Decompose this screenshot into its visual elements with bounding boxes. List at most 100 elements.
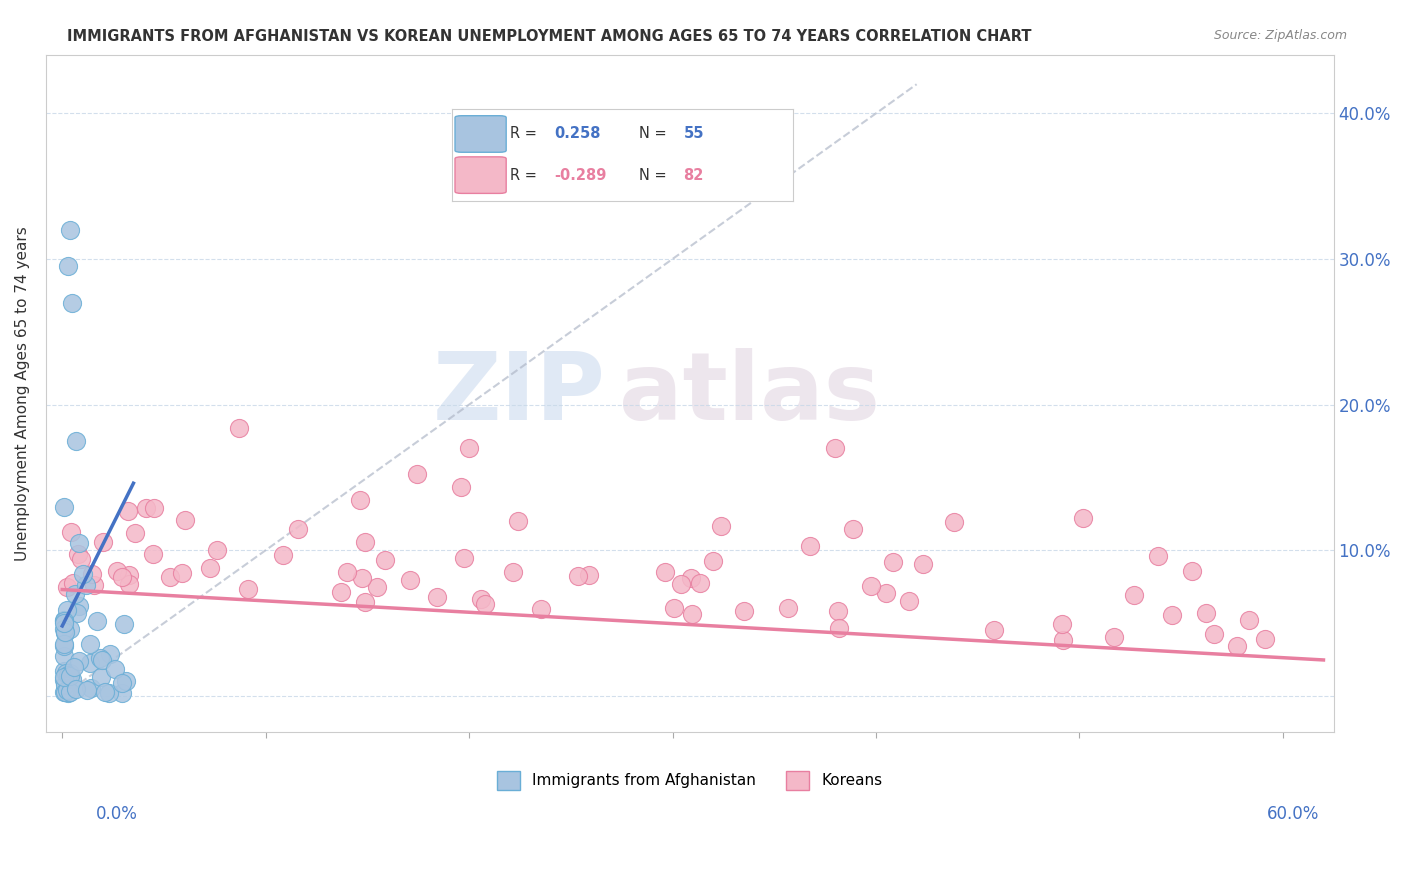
Point <box>67 536 90 550</box>
Point <box>56 668 79 682</box>
Point <box>65 434 87 448</box>
Point <box>91 652 114 666</box>
Point <box>83 578 105 592</box>
Point <box>453 551 475 566</box>
Point <box>59 669 82 683</box>
Point <box>827 604 849 618</box>
Point <box>79 637 101 651</box>
Point <box>287 523 309 537</box>
Point <box>1102 630 1125 644</box>
Point <box>366 580 388 594</box>
Point <box>567 569 589 583</box>
Point <box>63 587 86 601</box>
Point <box>799 539 821 553</box>
Point <box>110 675 132 690</box>
Point <box>681 607 703 621</box>
Point <box>1123 588 1146 602</box>
Point <box>374 553 396 567</box>
Point <box>1052 633 1074 648</box>
Point <box>53 673 76 687</box>
Point <box>124 525 146 540</box>
Point <box>983 623 1005 637</box>
Point <box>53 670 76 684</box>
Point <box>860 579 883 593</box>
Point <box>170 566 193 580</box>
Point <box>59 622 82 636</box>
Point <box>53 615 76 630</box>
Point <box>236 582 259 596</box>
Point <box>842 522 865 536</box>
Point <box>53 500 76 514</box>
Point <box>117 504 139 518</box>
Point <box>53 625 76 640</box>
Point <box>53 637 76 651</box>
Point <box>1202 627 1225 641</box>
Point <box>174 513 197 527</box>
Point <box>664 601 686 615</box>
Point <box>76 683 98 698</box>
Point <box>53 664 76 678</box>
Point <box>198 561 221 575</box>
Point <box>60 672 83 686</box>
Point <box>330 585 353 599</box>
Text: 0.0%: 0.0% <box>96 805 138 822</box>
Point <box>63 660 86 674</box>
Point <box>67 599 90 613</box>
Point <box>470 592 492 607</box>
Point <box>702 554 724 568</box>
Point <box>66 607 89 621</box>
Point <box>143 501 166 516</box>
Point <box>135 501 157 516</box>
Point <box>53 614 76 628</box>
Point <box>67 654 90 668</box>
Point <box>53 685 76 699</box>
Y-axis label: Unemployment Among Ages 65 to 74 years: Unemployment Among Ages 65 to 74 years <box>15 227 30 561</box>
Point <box>942 516 965 530</box>
Point <box>679 570 702 584</box>
Point <box>56 603 79 617</box>
Point <box>1160 607 1182 622</box>
Point <box>105 565 128 579</box>
Point <box>669 576 692 591</box>
Point <box>349 492 371 507</box>
Point <box>1254 632 1277 647</box>
Point <box>354 595 377 609</box>
Point <box>578 568 600 582</box>
Point <box>828 621 851 635</box>
Point <box>53 648 76 663</box>
Point <box>710 519 733 533</box>
Point <box>882 555 904 569</box>
Point <box>142 547 165 561</box>
Point <box>91 534 114 549</box>
Point <box>912 557 935 571</box>
Point <box>53 622 76 636</box>
Point <box>354 535 377 549</box>
Point <box>80 681 103 695</box>
Point <box>112 617 135 632</box>
Point <box>1195 607 1218 621</box>
Point <box>59 524 82 539</box>
Point <box>1237 613 1260 627</box>
Point <box>776 600 799 615</box>
Point <box>506 515 529 529</box>
Point <box>118 567 141 582</box>
Point <box>207 542 229 557</box>
Point <box>69 551 91 566</box>
Point <box>97 686 120 700</box>
Point <box>65 682 87 697</box>
Point <box>1050 617 1073 632</box>
Point <box>159 570 181 584</box>
Point <box>118 576 141 591</box>
Point <box>502 565 524 579</box>
Point <box>1147 549 1170 564</box>
Point <box>56 682 79 697</box>
Legend: Immigrants from Afghanistan, Koreans: Immigrants from Afghanistan, Koreans <box>491 764 889 796</box>
Text: IMMIGRANTS FROM AFGHANISTAN VS KOREAN UNEMPLOYMENT AMONG AGES 65 TO 74 YEARS COR: IMMIGRANTS FROM AFGHANISTAN VS KOREAN UN… <box>67 29 1032 44</box>
Point <box>98 647 121 661</box>
Point <box>104 662 127 676</box>
Point <box>62 576 84 591</box>
Point <box>58 260 80 274</box>
Point <box>474 597 496 611</box>
Point <box>94 685 117 699</box>
Point <box>79 657 101 671</box>
